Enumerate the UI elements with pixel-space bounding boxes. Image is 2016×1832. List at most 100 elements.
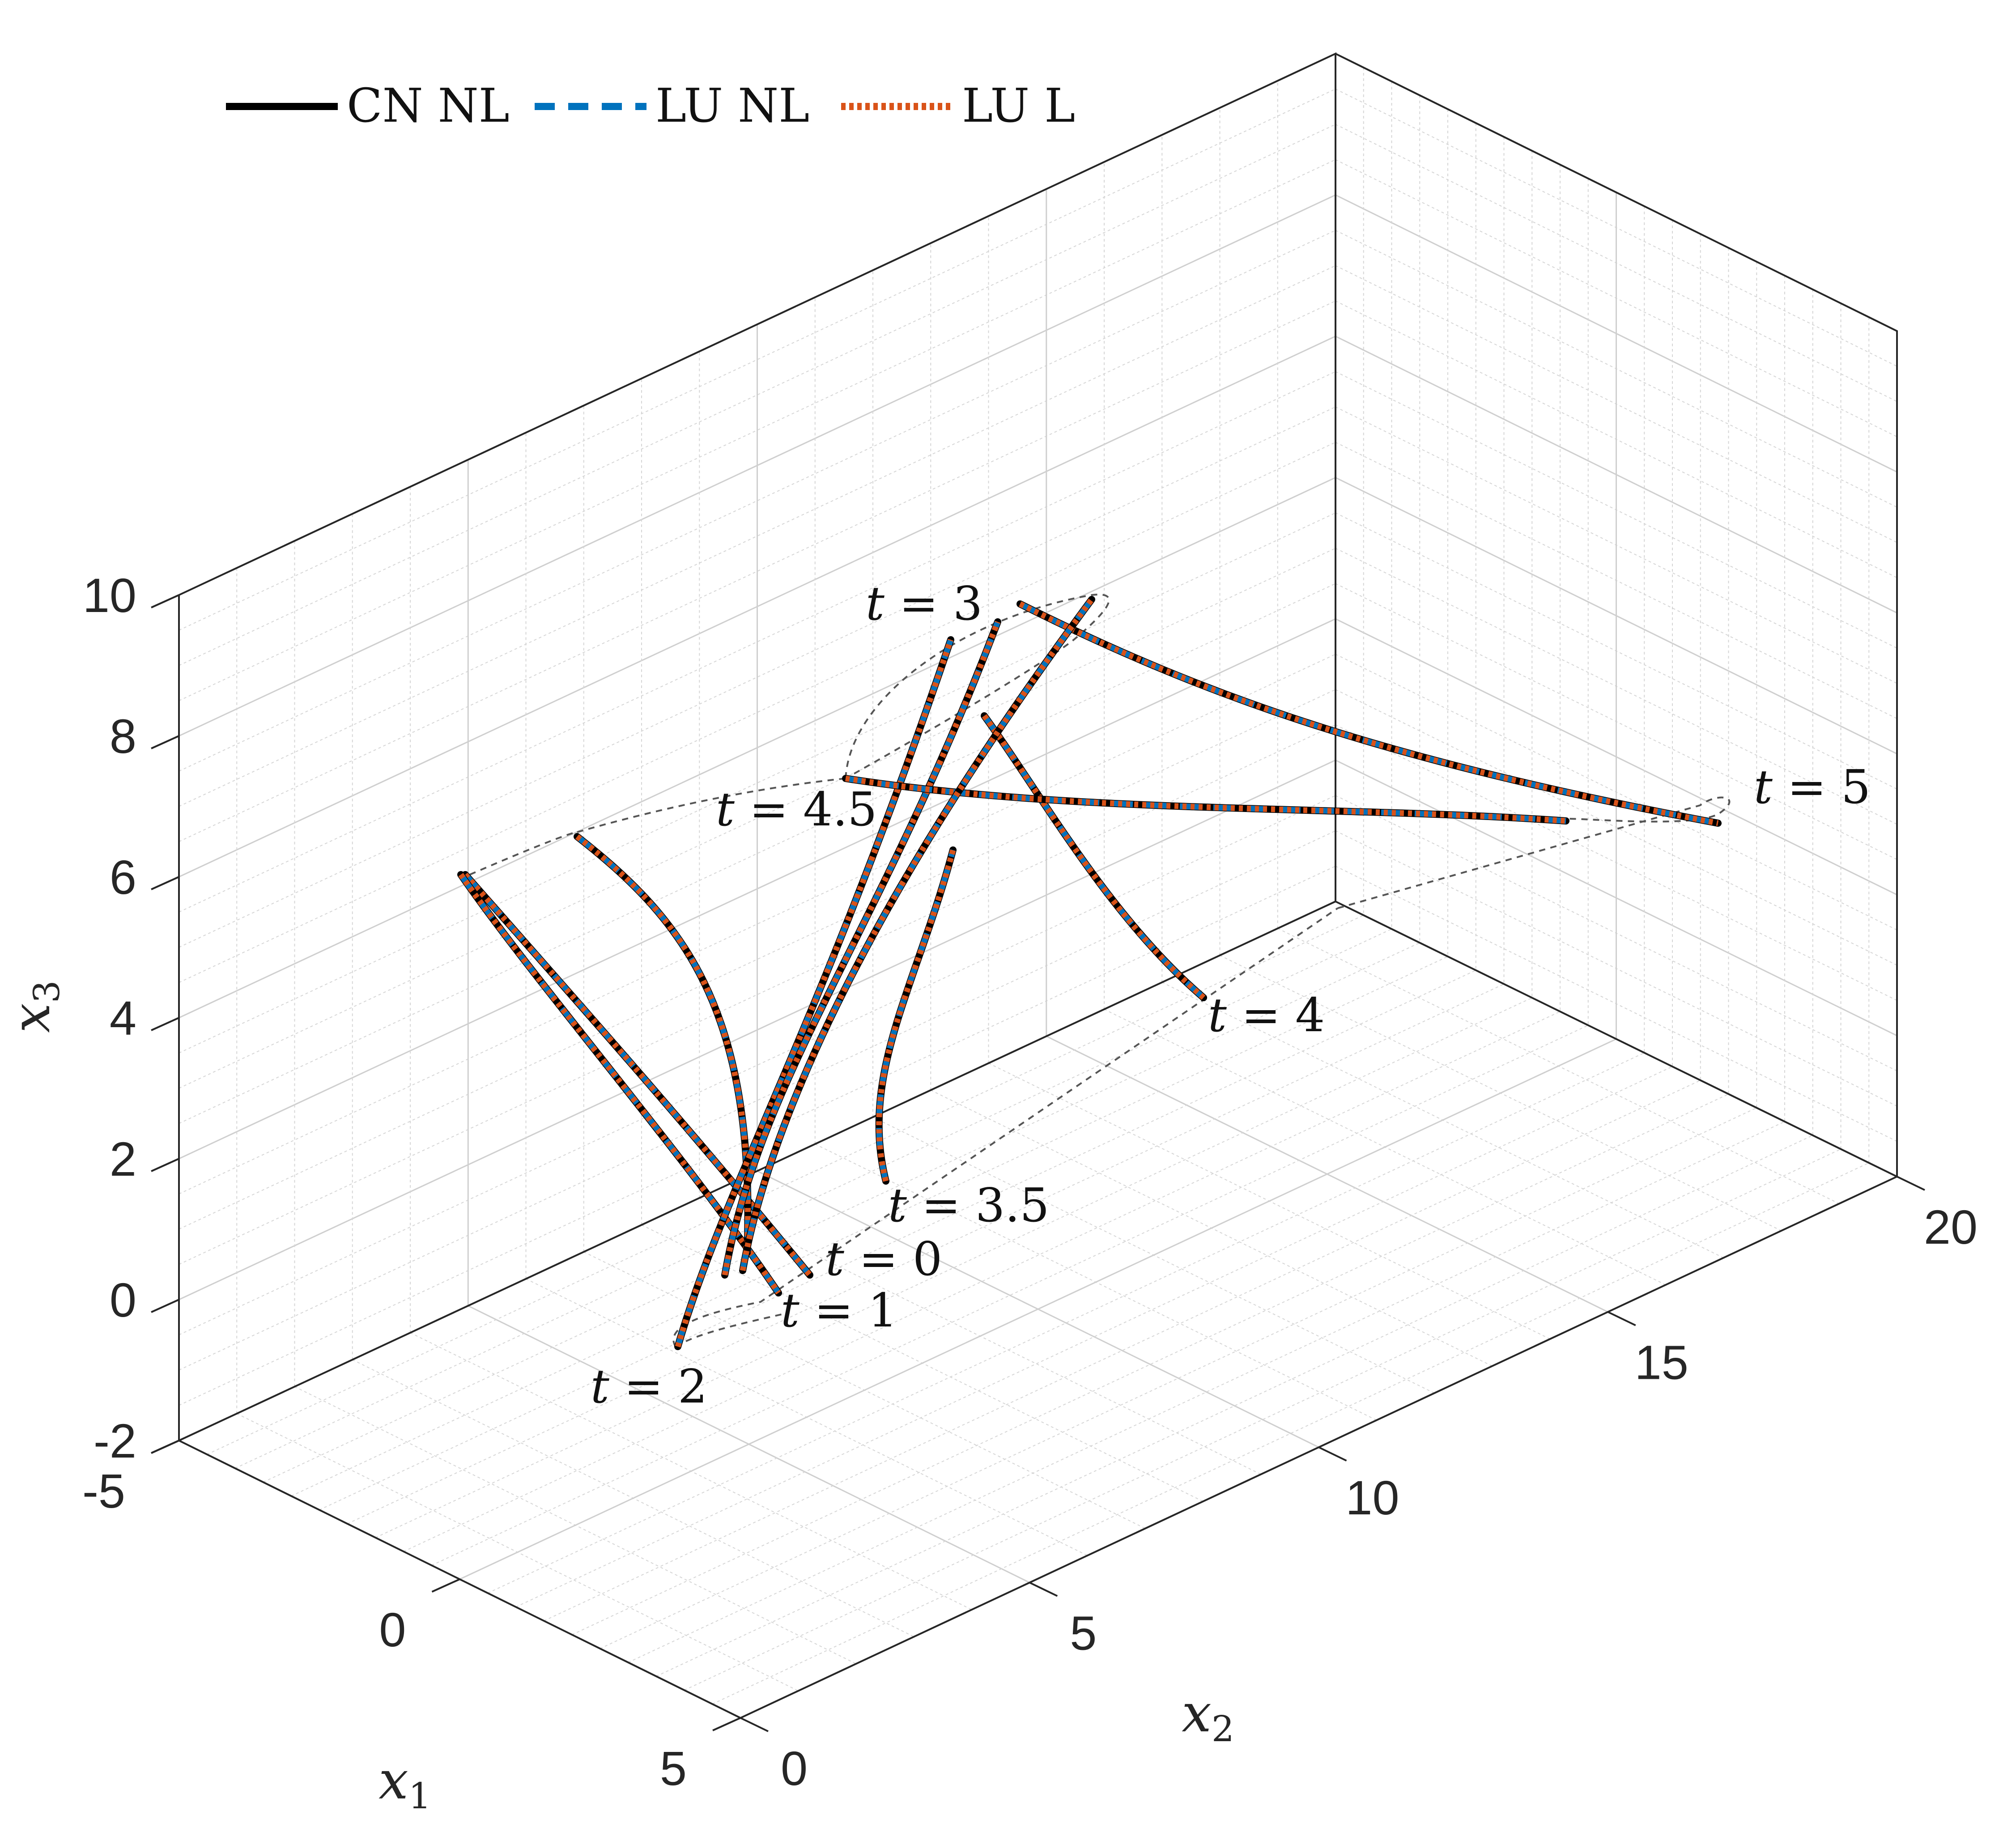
grid-side-wall [1335,53,1898,1177]
trajectory [875,846,957,1185]
legend: CN NL LU NL LU L [226,78,1075,133]
x1-tick-mark [712,1717,741,1731]
trajectory-cn-nl [574,833,752,1256]
x2-tick-mark [740,1717,769,1732]
trajectory [981,712,1207,1001]
grid-back-wall [178,53,1336,1441]
time-label-var: t [1208,988,1227,1042]
x2-tick-label: 10 [1345,1471,1399,1525]
grid-line-x3-back [179,654,1336,1194]
grid-line-x1-floor [656,1135,1813,1677]
grid-line-x1-floor [544,1080,1701,1621]
time-label-var: t [825,1232,844,1286]
trajectory-lu-l [1019,601,1719,826]
x2-tick-mark [1607,1311,1636,1326]
time-label-value: = 4.5 [735,782,877,837]
grid-line-x1-floor [515,1066,1673,1607]
grid-line-x3-back [179,371,1336,913]
time-label-value: = 2 [609,1359,707,1414]
trajectory [842,775,1569,825]
x2-tick-mark [1318,1446,1347,1462]
grid-line-x1-floor [319,969,1476,1510]
box-floor-edge [179,901,1336,1441]
x3-tick-label: 8 [110,709,136,763]
grid-line-x3-back [179,548,1336,1089]
grid-line-x1-floor [431,1024,1589,1566]
x1-tick-label: -5 [82,1464,125,1518]
trajectory-lu-nl [575,834,751,1253]
trajectory-lu-nl [1019,601,1719,826]
x3-tick-mark [151,1017,179,1031]
trajectory-lu-l [458,873,781,1295]
grid-line-x1-floor [235,928,1392,1469]
trajectory-lu-l [722,621,1001,1276]
x3-tick-label: 4 [110,991,136,1045]
time-label-var: t [781,1283,800,1338]
x1-tick-label: 0 [379,1602,406,1657]
time-label-value: = 1 [800,1283,897,1338]
x3-ticks: -2 0 2 4 6 8 10 [83,568,179,1468]
grid-line-x1-floor [291,956,1448,1496]
x3-tick-label: 6 [110,850,136,904]
x2-tick-mark [1029,1581,1058,1597]
grid-line-x1-floor [263,942,1420,1483]
grid-floor [179,901,1897,1719]
trajectory-cn-nl [739,596,1095,1274]
x3-tick-mark [151,1299,179,1313]
time-label-value: = 3.5 [907,1178,1050,1233]
x2-tick-label: 20 [1924,1200,1978,1254]
box-side-wall-edge [1335,53,1898,1178]
x3-axis-label: x3 [0,980,68,1033]
x2-ticks: 0 5 10 15 20 [740,1176,1978,1795]
outline-ellipse-top [845,593,1110,779]
grid-line-x3-back [179,689,1336,1230]
trajectory [574,833,752,1256]
time-label-value: = 4 [1227,988,1325,1042]
time-label-value: = 3 [885,576,982,631]
x2-tick-label: 5 [1070,1606,1097,1660]
trajectory [721,618,1001,1279]
x3-tick-mark [151,594,179,608]
x1-tick-mark [151,1440,179,1454]
grid-line-x1-floor [403,1011,1561,1552]
time-label: t = 3 [866,576,982,631]
grid-line-x3-back [179,230,1336,772]
time-label-var: t [591,1359,609,1414]
x1-axis-label: x1 [379,1749,431,1817]
axes-box [178,52,1898,1719]
grid-line-x1-floor [572,1093,1729,1635]
x3-tick-mark [151,1158,179,1172]
grid-line-x3-back [179,866,1336,1406]
x3-tick-mark [151,876,179,890]
grid-line-x3-back [179,512,1336,1054]
trajectory-lu-l [575,834,751,1253]
trajectory-lu-nl [740,598,1094,1271]
time-label: t = 0 [825,1232,942,1286]
grid-line-x3-back [179,583,1336,1124]
grid-line-x3-back [179,406,1336,948]
x2-tick-mark [1897,1176,1925,1191]
time-label: t = 2 [591,1359,707,1414]
grid-line-x3-back [179,124,1336,666]
box-left-edge [178,595,1897,1719]
legend-label-cn-nl: CN NL [347,78,510,133]
outline-lower-ellipse [675,1312,788,1347]
grid-line-x1-floor [459,1038,1617,1580]
trajectory-lu-nl [675,638,954,1347]
grid-line-x1-floor [487,1052,1645,1594]
trajectory [739,596,1095,1274]
time-label-value: = 0 [844,1232,942,1286]
trajectory-cn-nl [981,712,1207,1001]
x3-tick-label: 2 [110,1132,136,1186]
time-label: t = 3.5 [888,1178,1049,1233]
x3-tick-mark [151,735,179,749]
grid-line-x3-back [179,265,1336,807]
grid-line-x3-back [179,724,1336,1265]
time-label: t = 4 [1208,988,1325,1042]
x3-tick-label: 10 [83,568,136,622]
time-label-var: t [1754,760,1773,814]
x3-tick-label: -2 [94,1414,136,1468]
trajectory-lu-l [982,714,1206,1000]
grid-line-x1-floor [600,1107,1757,1649]
